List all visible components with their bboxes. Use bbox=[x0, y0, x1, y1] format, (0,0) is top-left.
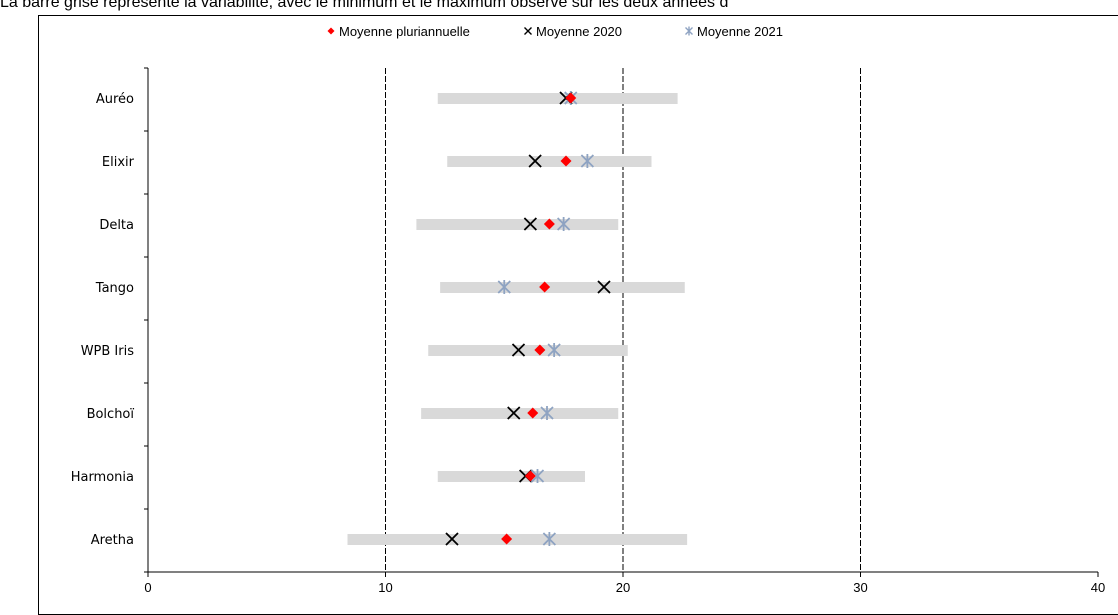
legend-label: Moyenne 2021 bbox=[697, 24, 783, 39]
range-bar bbox=[347, 534, 688, 545]
x-point bbox=[523, 217, 538, 231]
x-point bbox=[507, 406, 521, 420]
diamond-point bbox=[534, 344, 546, 356]
legend-marker bbox=[685, 26, 693, 36]
legend-marker bbox=[327, 27, 335, 35]
x-tick-label: 30 bbox=[853, 580, 867, 595]
category-label: WPB Iris bbox=[81, 344, 135, 359]
asterisk-point bbox=[530, 469, 545, 483]
asterisk-point bbox=[580, 154, 595, 168]
range-bar bbox=[447, 156, 652, 167]
asterisk-point bbox=[556, 217, 571, 231]
range-bar bbox=[421, 408, 619, 419]
x-point bbox=[528, 154, 542, 168]
category-label: Harmonia bbox=[71, 470, 134, 485]
asterisk-point bbox=[547, 343, 561, 357]
x-tick-label: 40 bbox=[1091, 580, 1105, 595]
range-bar bbox=[428, 345, 628, 356]
category-label: Aretha bbox=[91, 533, 134, 548]
legend-marker bbox=[524, 27, 532, 35]
range-bar bbox=[416, 219, 619, 230]
diamond-point bbox=[565, 92, 577, 104]
category-label: Elixir bbox=[102, 155, 135, 170]
x-tick-label: 0 bbox=[144, 580, 151, 595]
x-tick-label: 10 bbox=[378, 580, 392, 595]
asterisk-point bbox=[542, 532, 557, 546]
legend-label: Moyenne pluriannuelle bbox=[339, 24, 470, 39]
range-bar bbox=[440, 282, 685, 293]
diamond-point bbox=[539, 281, 551, 293]
diamond-point bbox=[543, 218, 555, 230]
category-label: Bolchoï bbox=[87, 407, 135, 422]
range-bar bbox=[437, 471, 585, 482]
x-point bbox=[597, 280, 611, 294]
diamond-point bbox=[524, 470, 536, 482]
legend-label: Moyenne 2020 bbox=[536, 24, 622, 39]
category-label: Auréo bbox=[96, 92, 134, 107]
diamond-point bbox=[560, 155, 572, 167]
range-bar bbox=[437, 93, 678, 104]
x-tick-label: 20 bbox=[616, 580, 630, 595]
diamond-point bbox=[501, 533, 513, 545]
chart-caption: La barre grise représente la variabilité… bbox=[0, 0, 729, 11]
x-point bbox=[511, 343, 526, 357]
category-label: Delta bbox=[99, 218, 134, 233]
x-point bbox=[445, 532, 459, 546]
asterisk-point bbox=[540, 406, 554, 420]
asterisk-point bbox=[497, 280, 511, 294]
category-label: Tango bbox=[95, 281, 134, 296]
diamond-point bbox=[527, 407, 539, 419]
